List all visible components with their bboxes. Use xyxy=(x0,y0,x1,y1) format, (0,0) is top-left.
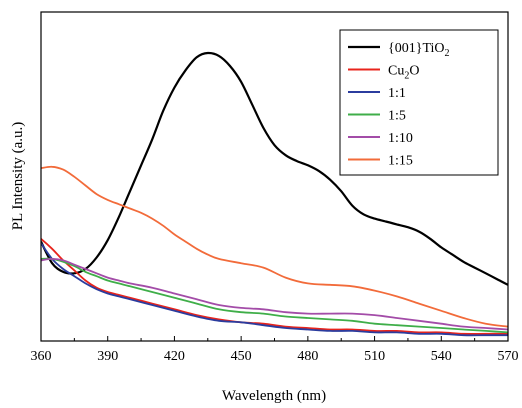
legend-label-5: 1:15 xyxy=(388,154,413,169)
x-tick-label: 420 xyxy=(164,349,185,364)
series-line-2 xyxy=(41,242,508,337)
series-line-3 xyxy=(41,257,508,334)
legend-label-1: Cu2O xyxy=(388,64,419,82)
series-line-4 xyxy=(41,258,508,331)
legend-box xyxy=(339,29,499,176)
x-tick-label: 510 xyxy=(364,349,385,364)
x-axis-title: Wavelength (nm) xyxy=(222,388,326,404)
x-axis-ticks: 360 390 420 450 480 510 540 570 xyxy=(31,336,519,364)
legend: {001}TiO2 Cu2O 1:1 1:5 1:10 1:15 xyxy=(339,29,499,176)
series-line-5 xyxy=(41,165,508,328)
series-line-0 xyxy=(41,51,508,286)
legend-label-0: {001}TiO2 xyxy=(388,41,450,59)
x-tick-label: 480 xyxy=(297,349,318,364)
x-tick-label: 570 xyxy=(498,349,519,364)
x-tick-label: 540 xyxy=(431,349,452,364)
legend-label-2: 1:1 xyxy=(388,86,406,101)
x-tick-label: 450 xyxy=(231,349,252,364)
legend-label-4: 1:10 xyxy=(388,131,413,146)
series-line-1 xyxy=(41,238,508,335)
series-layer xyxy=(41,51,508,337)
x-tick-label: 360 xyxy=(31,349,52,364)
legend-label-3: 1:5 xyxy=(388,109,406,124)
x-tick-label: 390 xyxy=(97,349,118,364)
y-axis-title: PL Intensity (a.u.) xyxy=(10,122,26,231)
